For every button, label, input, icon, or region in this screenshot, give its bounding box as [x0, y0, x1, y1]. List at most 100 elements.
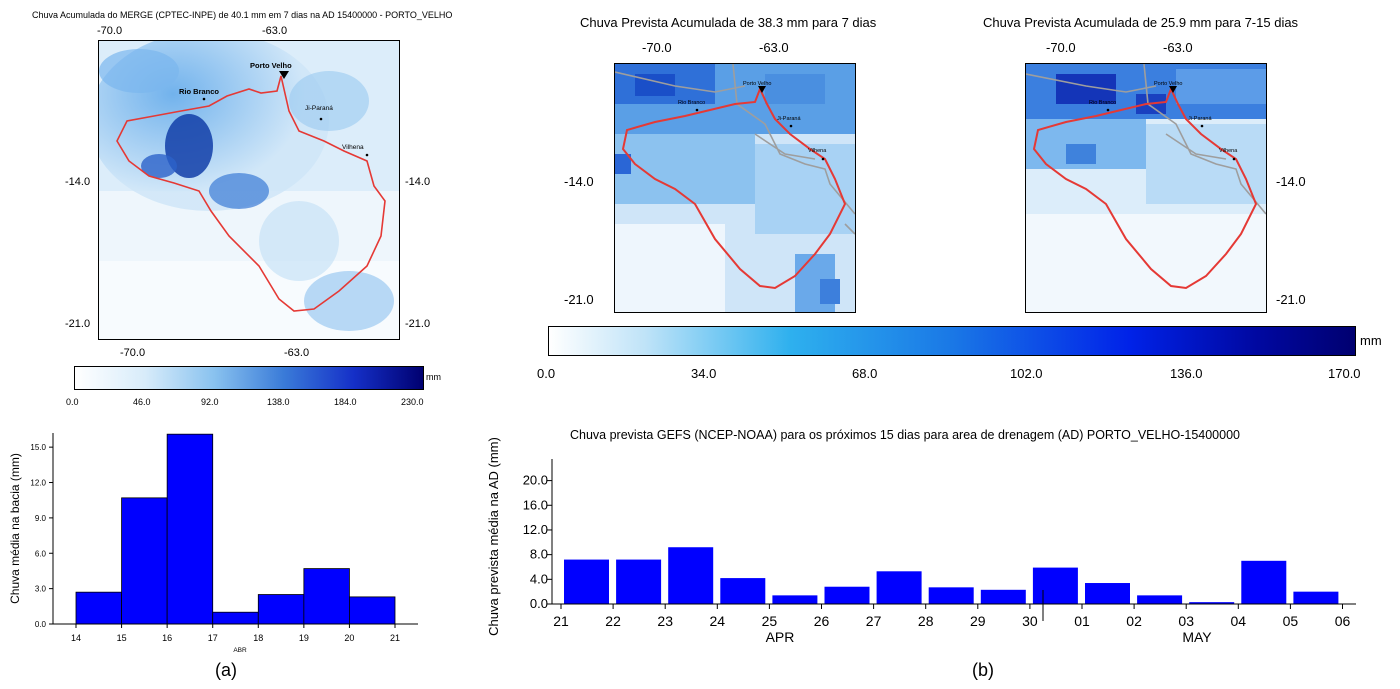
bar-25 [772, 595, 818, 604]
city-label-porto-velho: Porto Velho [250, 61, 292, 70]
state-borders [1026, 64, 1266, 215]
city-label-rio-branco: Rio Branco [179, 87, 220, 96]
x-tick-label: 26 [814, 613, 830, 629]
bar-04 [1241, 560, 1287, 604]
obs-cb-tick-4: 184.0 [334, 397, 357, 407]
x-tick-label: 22 [605, 613, 621, 629]
observed-bar-chart: 0.0 3.0 6.0 9.0 12.0 15.0 14 15 16 17 18 19 20 21 ABR C… [8, 433, 418, 654]
fc-cb-tick-3: 102.0 [1010, 366, 1043, 381]
observed-colorbar [74, 366, 424, 390]
x-tick-label: 23 [657, 613, 673, 629]
x-tick-label: 15 [117, 633, 127, 643]
b1-city-rio-branco: Rio Branco [678, 100, 706, 106]
lon-tick-bottom-1: -70.0 [120, 347, 146, 359]
b1-lon-tick-1: -70.0 [642, 40, 672, 55]
lat-tick-left-2: -21.0 [65, 318, 91, 330]
bar-26 [824, 586, 870, 604]
porto-velho-marker-icon [1169, 86, 1177, 93]
bar-22 [616, 559, 662, 604]
state-borders [615, 64, 855, 235]
x-tick-label: 21 [390, 633, 400, 643]
x-tick-label: 28 [918, 613, 934, 629]
y-axis-label: Chuva prevista média na AD (mm) [486, 437, 501, 636]
bar-20 [349, 596, 396, 625]
fc-cb-tick-2: 68.0 [852, 366, 878, 381]
bar-24 [720, 578, 766, 604]
y-tick-label: 9.0 [35, 514, 47, 523]
x-tick-label: 03 [1178, 613, 1194, 629]
forecast-15d-title: Chuva Prevista Acumulada de 25.9 mm para… [983, 15, 1299, 30]
x-tick-label: 04 [1231, 613, 1247, 629]
lon-tick-top-2: -63.0 [262, 25, 288, 37]
month-label-may: MAY [1182, 629, 1212, 645]
b2-city-vilhena: Vilhena [1219, 148, 1238, 154]
bar-19 [303, 568, 350, 625]
city-label-vilhena: Vilhena [342, 144, 364, 151]
b2-city-porto-velho: Porto Velho [1154, 81, 1183, 87]
x-tick-label: 29 [970, 613, 986, 629]
bar-27 [876, 571, 922, 604]
x-tick-label: 18 [253, 633, 263, 643]
fc-cb-tick-1: 34.0 [691, 366, 717, 381]
lat-tick-right-1: -14.0 [405, 176, 431, 188]
fc-cb-tick-5: 170.0 [1328, 366, 1361, 381]
b1-city-vilhena: Vilhena [808, 148, 827, 154]
y-tick-label: 15.0 [30, 443, 46, 452]
bar-28 [928, 587, 974, 604]
x-tick-label: 24 [710, 613, 726, 629]
forecast-7d-title: Chuva Prevista Acumulada de 38.3 mm para… [580, 15, 877, 30]
bar-21 [564, 559, 609, 604]
y-tick-label: 12.0 [30, 479, 46, 488]
bar-30 [1032, 567, 1078, 604]
x-tick-label: 01 [1074, 613, 1090, 629]
y-tick-label: 12.0 [523, 522, 548, 537]
basin-outline [116, 75, 386, 312]
obs-cb-tick-0: 0.0 [66, 397, 79, 407]
y-tick-label: 20.0 [523, 473, 548, 488]
bar-17 [212, 611, 259, 625]
forecast-7d-map: Porto Velho Rio Branco Ji-Paraná Vilhena [614, 63, 856, 313]
obs-cb-tick-2: 92.0 [201, 397, 219, 407]
forecast-15d-rain-field [1026, 64, 1266, 312]
x-tick-label: 21 [553, 613, 569, 629]
x-tick-label: 02 [1126, 613, 1142, 629]
bar-16 [166, 433, 214, 625]
y-axis-label: Chuva média na bacia (mm) [8, 453, 22, 604]
observed-map-title: Chuva Acumulada do MERGE (CPTEC-INPE) de… [32, 10, 453, 20]
observed-colorbar-unit: mm [426, 372, 441, 382]
lat-tick-right-2: -21.0 [405, 318, 431, 330]
bar-05 [1293, 591, 1339, 604]
porto-velho-marker-icon [758, 86, 766, 93]
fc-cb-tick-4: 136.0 [1170, 366, 1203, 381]
y-tick-label: 16.0 [523, 497, 548, 512]
x-axis-label: ABR [233, 647, 247, 654]
obs-cb-tick-3: 138.0 [267, 397, 290, 407]
x-tick-label: 19 [299, 633, 309, 643]
y-tick-label: 6.0 [35, 549, 47, 558]
bar-14 [75, 591, 122, 625]
x-tick-label: 20 [344, 633, 354, 643]
b2-lat-tick-2: -21.0 [1276, 292, 1306, 307]
b1-city-ji-parana: Ji-Paraná [777, 116, 801, 122]
forecast-bar-chart: Chuva prevista GEFS (NCEP-NOAA) para os … [486, 428, 1356, 645]
x-tick-label: 30 [1022, 613, 1038, 629]
x-tick-label: 25 [762, 613, 778, 629]
observed-rain-field [99, 41, 399, 339]
forecast-colorbar [548, 326, 1356, 356]
basin-outline [1032, 86, 1258, 290]
y-tick-label: 4.0 [530, 571, 548, 586]
forecast-7d-rain-field [615, 64, 855, 312]
x-tick-label: 05 [1283, 613, 1299, 629]
panel-label-a: (a) [215, 660, 237, 680]
obs-cb-tick-1: 46.0 [133, 397, 151, 407]
lat-tick-left-1: -14.0 [65, 176, 91, 188]
bar-29 [980, 589, 1026, 604]
b2-city-rio-branco: Rio Branco [1089, 100, 1117, 106]
obs-cb-tick-5: 230.0 [401, 397, 424, 407]
bar-18 [257, 594, 305, 625]
bar-15 [121, 497, 168, 625]
basin-outline [621, 86, 847, 290]
porto-velho-marker-icon [279, 71, 289, 79]
b2-lon-tick-1: -70.0 [1046, 40, 1076, 55]
x-tick-label: 27 [866, 613, 882, 629]
